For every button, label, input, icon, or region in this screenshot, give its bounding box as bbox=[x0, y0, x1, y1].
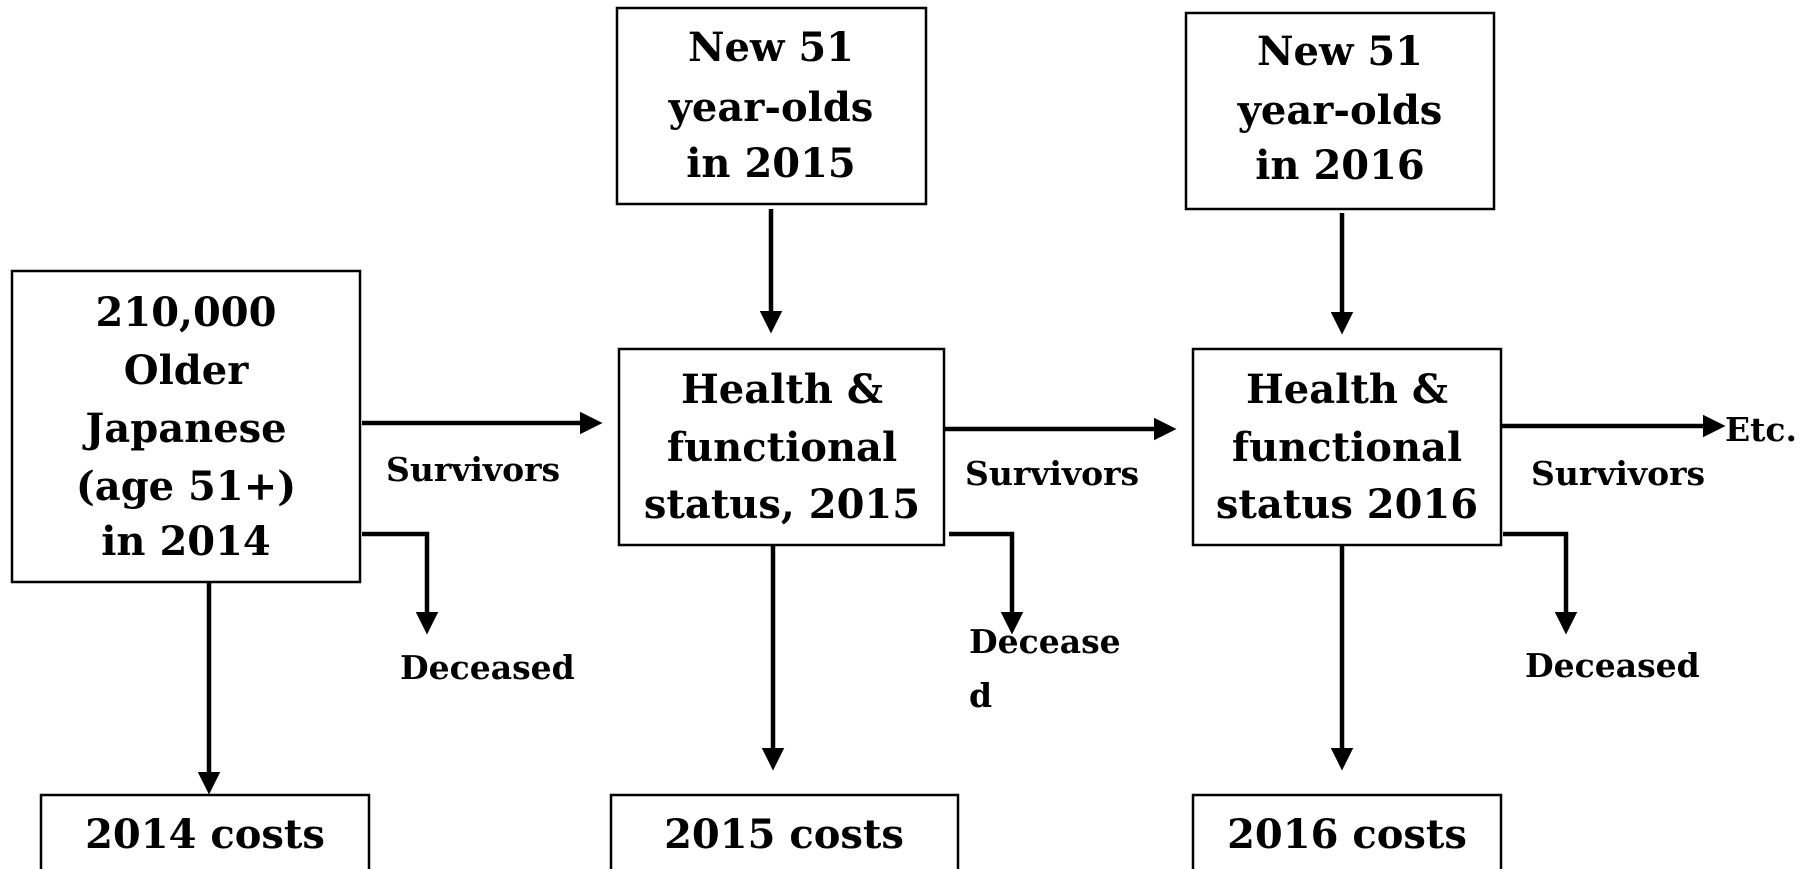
node-line: year-olds bbox=[1237, 87, 1443, 134]
node-line: functional bbox=[1232, 424, 1462, 471]
node-line: Health & bbox=[1246, 366, 1448, 413]
survivors-label: Survivors bbox=[386, 450, 560, 489]
deceased-label: Decease bbox=[969, 622, 1121, 661]
node-line: New 51 bbox=[688, 24, 854, 71]
new-entrants-text: New 51 year-olds in 2015 New 51 year-old… bbox=[668, 24, 1443, 189]
node-line: in 2015 bbox=[686, 140, 856, 187]
node-line: (age 51+) bbox=[76, 463, 296, 510]
deceased-label: d bbox=[969, 676, 992, 715]
arrow bbox=[1503, 531, 1578, 635]
node-line: functional bbox=[667, 424, 897, 471]
node-line: 2014 costs bbox=[85, 811, 325, 858]
new-entrants-box bbox=[1184, 11, 1496, 211]
cohort-text: 210,000 Older Japanese (age 51+) in 2014 bbox=[76, 289, 296, 565]
costs-box bbox=[1191, 793, 1503, 869]
new-entrants-box bbox=[615, 6, 928, 206]
node-line: Japanese bbox=[82, 405, 286, 452]
node-line: year-olds bbox=[668, 84, 874, 131]
node-line: status, 2015 bbox=[644, 481, 920, 528]
node-line: 2015 costs bbox=[664, 811, 904, 858]
survivors-label: Survivors bbox=[1531, 454, 1705, 493]
node-line: Older bbox=[124, 347, 249, 394]
costs-box bbox=[609, 793, 960, 869]
status-box bbox=[1191, 347, 1503, 547]
node-line: in 2016 bbox=[1255, 142, 1425, 189]
status-box bbox=[617, 347, 946, 547]
node-line: status 2016 bbox=[1216, 481, 1478, 528]
node-line: 210,000 bbox=[96, 289, 277, 336]
deceased-label: Deceased bbox=[1525, 646, 1700, 685]
node-line: Health & bbox=[681, 366, 883, 413]
costs-text: 2014 costs 2015 costs 2016 costs bbox=[85, 811, 1467, 858]
etc-label: Etc. bbox=[1725, 410, 1797, 449]
survivors-label: Survivors bbox=[965, 454, 1139, 493]
arrow bbox=[362, 531, 439, 635]
costs-box bbox=[39, 793, 371, 869]
status-text: Health & functional status, 2015 Health … bbox=[644, 366, 1478, 528]
node-line: in 2014 bbox=[101, 518, 271, 565]
deceased-label: Deceased bbox=[400, 648, 575, 687]
arrow bbox=[949, 531, 1024, 635]
arrow-labels: Survivors Deceased Survivors Decease d S… bbox=[386, 410, 1797, 715]
node-line: 2016 costs bbox=[1227, 811, 1467, 858]
node-line: New 51 bbox=[1257, 28, 1423, 75]
cohort-box bbox=[10, 269, 362, 584]
